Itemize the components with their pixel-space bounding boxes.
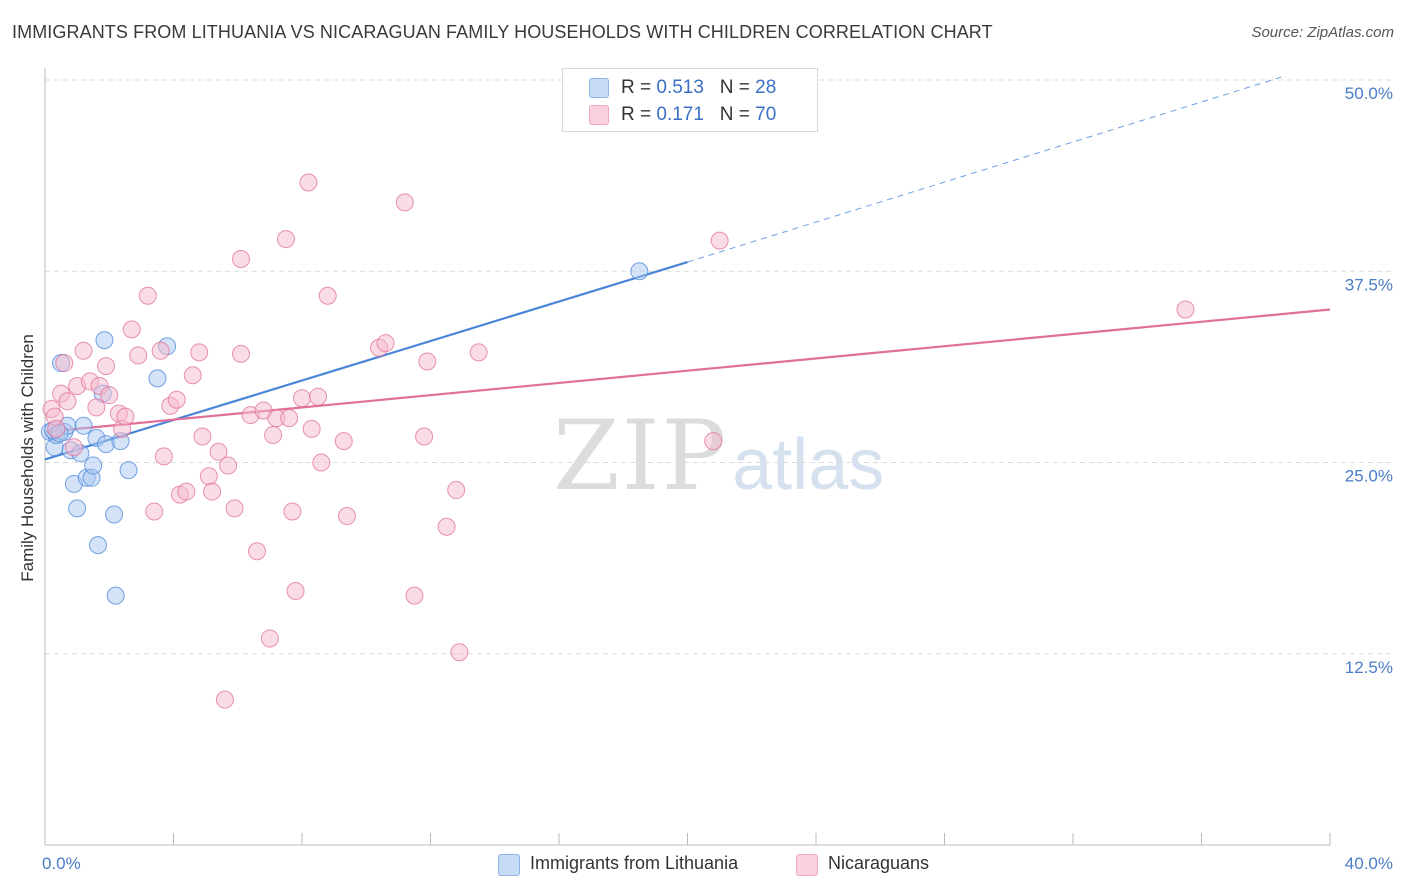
point-nicaraguans-12 xyxy=(97,357,116,376)
point-nicaraguans-36 xyxy=(231,344,250,363)
point-nicaraguans-44 xyxy=(276,230,295,249)
point-nicaraguans-17 xyxy=(122,320,141,339)
correlation-legend: R = 0.513 N = 28 R = 0.171 N = 70 xyxy=(562,68,818,132)
point-lithuania-19 xyxy=(105,505,124,524)
y-tick-label-2: 37.5% xyxy=(1345,275,1393,294)
point-nicaraguans-42 xyxy=(264,425,283,444)
legend-stats-lithuania: R = 0.513 N = 28 xyxy=(621,77,777,98)
point-nicaraguans-59 xyxy=(405,586,424,605)
point-nicaraguans-61 xyxy=(418,352,437,371)
tick-labels: 12.5% 25.0% 37.5% 50.0% 0.0% 40.0% xyxy=(42,84,1393,873)
point-nicaraguans-39 xyxy=(248,542,267,561)
point-nicaraguans-65 xyxy=(469,343,488,362)
legend-swatch-lithuania xyxy=(589,78,609,98)
point-nicaraguans-58 xyxy=(395,193,414,212)
trend-line-lithuania xyxy=(44,261,688,461)
point-lithuania-17 xyxy=(95,331,114,350)
data-points xyxy=(40,101,1195,709)
point-nicaraguans-53 xyxy=(318,286,337,305)
point-nicaraguans-27 xyxy=(183,366,202,385)
legend-label-lithuania: Immigrants from Lithuania xyxy=(530,853,739,873)
legend-swatch-nicaraguans xyxy=(589,105,609,125)
point-nicaraguans-34 xyxy=(219,456,238,475)
point-nicaraguans-41 xyxy=(260,629,279,648)
point-nicaraguans-66 xyxy=(704,432,723,451)
point-nicaraguans-10 xyxy=(87,398,106,417)
point-nicaraguans-62 xyxy=(437,517,456,536)
point-nicaraguans-54 xyxy=(334,432,353,451)
point-nicaraguans-48 xyxy=(293,389,311,408)
legend-swatch-nicaraguans-bottom xyxy=(796,854,818,876)
point-nicaraguans-37 xyxy=(231,250,250,269)
point-nicaraguans-26 xyxy=(177,482,196,501)
point-nicaraguans-4 xyxy=(55,354,74,373)
point-nicaraguans-47 xyxy=(286,582,305,601)
point-nicaraguans-69 xyxy=(1176,300,1195,319)
y-tick-label-0: 12.5% xyxy=(1345,658,1393,677)
axes xyxy=(44,68,1331,846)
series-legend: Immigrants from Lithuania Nicaraguans xyxy=(0,852,1406,878)
point-lithuania-20 xyxy=(106,586,125,605)
point-nicaraguans-19 xyxy=(138,286,157,305)
point-lithuania-25 xyxy=(630,262,649,281)
x-tick-label-max: 40.0% xyxy=(1345,854,1393,873)
point-nicaraguans-20 xyxy=(145,502,164,521)
trend-lines xyxy=(44,76,1331,461)
point-nicaraguans-21 xyxy=(151,341,170,360)
trend-line-extension-lithuania xyxy=(687,76,1282,263)
point-lithuania-15 xyxy=(89,536,108,555)
point-nicaraguans-28 xyxy=(190,343,209,362)
point-nicaraguans-67 xyxy=(710,231,729,250)
point-nicaraguans-55 xyxy=(337,507,356,526)
point-nicaraguans-31 xyxy=(203,482,222,501)
point-nicaraguans-18 xyxy=(129,346,148,365)
legend-swatch-lithuania-bottom xyxy=(498,854,520,876)
x-tick-label-min: 0.0% xyxy=(42,854,81,873)
point-nicaraguans-57 xyxy=(376,334,395,353)
point-nicaraguans-32 xyxy=(209,442,228,461)
chart-title: IMMIGRANTS FROM LITHUANIA VS NICARAGUAN … xyxy=(12,22,993,42)
point-nicaraguans-51 xyxy=(309,387,328,406)
point-lithuania-22 xyxy=(119,461,138,480)
point-nicaraguans-64 xyxy=(450,643,469,662)
point-nicaraguans-35 xyxy=(225,499,244,518)
point-nicaraguans-8 xyxy=(74,341,93,360)
point-lithuania-10 xyxy=(74,416,93,435)
point-nicaraguans-22 xyxy=(154,447,173,466)
point-nicaraguans-63 xyxy=(447,481,466,500)
point-nicaraguans-16 xyxy=(116,407,135,426)
trend-line-nicaraguans xyxy=(44,308,1331,433)
y-tick-label-1: 25.0% xyxy=(1345,467,1393,486)
legend-stats-nicaraguans: R = 0.171 N = 70 xyxy=(621,104,777,125)
point-nicaraguans-13 xyxy=(100,386,119,405)
point-nicaraguans-50 xyxy=(302,419,321,438)
point-nicaraguans-33 xyxy=(215,690,234,709)
point-nicaraguans-49 xyxy=(299,173,318,192)
y-tick-label-3: 50.0% xyxy=(1345,84,1393,103)
point-nicaraguans-5 xyxy=(58,392,77,411)
point-nicaraguans-24 xyxy=(167,390,186,409)
legend-label-nicaraguans: Nicaraguans xyxy=(828,853,930,873)
point-nicaraguans-60 xyxy=(415,427,434,446)
point-lithuania-23 xyxy=(148,369,167,388)
point-nicaraguans-2 xyxy=(47,419,66,438)
point-nicaraguans-6 xyxy=(64,438,83,457)
point-nicaraguans-29 xyxy=(193,427,212,446)
point-lithuania-8 xyxy=(68,499,87,518)
point-lithuania-13 xyxy=(84,456,103,475)
point-nicaraguans-46 xyxy=(283,502,302,521)
point-nicaraguans-52 xyxy=(312,453,331,472)
point-nicaraguans-45 xyxy=(280,409,299,428)
point-nicaraguans-30 xyxy=(199,467,218,486)
source-label: Source: ZipAtlas.com xyxy=(1251,24,1394,41)
